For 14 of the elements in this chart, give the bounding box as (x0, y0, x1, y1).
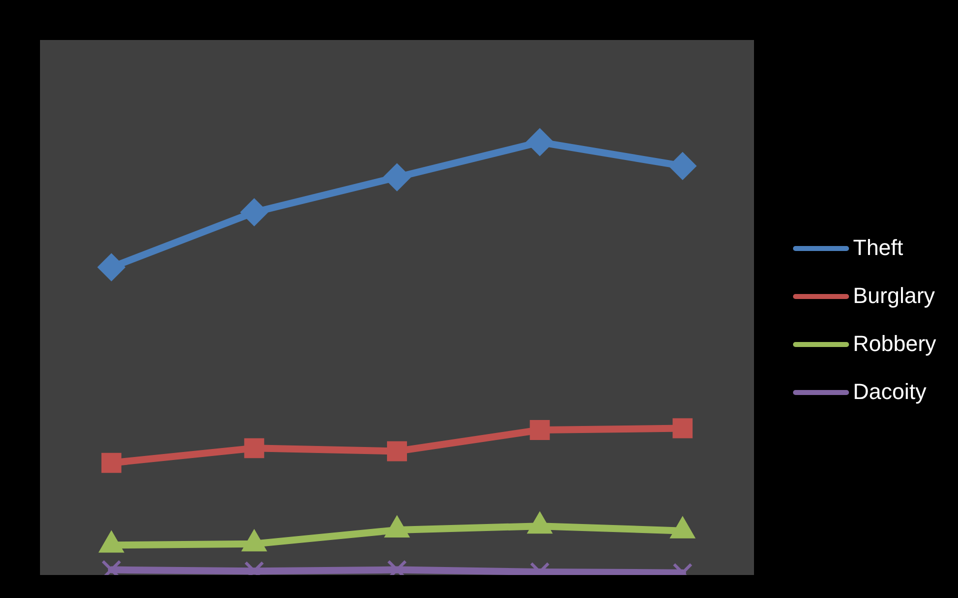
point (240, 198, 268, 226)
point (384, 164, 410, 191)
point (526, 128, 554, 156)
legend-label: Burglary (853, 283, 935, 309)
point (528, 512, 552, 534)
point (670, 517, 694, 538)
point (100, 532, 124, 553)
point (242, 530, 266, 552)
point (669, 152, 696, 180)
legend-label: Dacoity (853, 379, 926, 405)
point (98, 254, 125, 281)
legend-label: Theft (853, 235, 904, 261)
point (385, 516, 409, 538)
legend-label: Robbery (853, 331, 936, 357)
